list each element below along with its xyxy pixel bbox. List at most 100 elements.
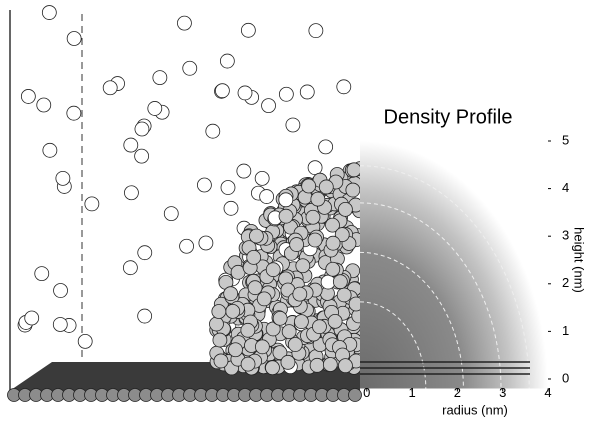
vapor-molecule <box>123 137 139 153</box>
vapor-molecule <box>36 97 52 113</box>
droplet-molecule <box>332 274 348 290</box>
y-tick-label: 0 <box>562 370 569 385</box>
vapor-molecule <box>236 163 252 179</box>
vapor-molecule <box>77 333 93 349</box>
droplet-molecule <box>325 261 341 277</box>
droplet-molecule <box>338 201 353 217</box>
chart-title: Density Profile <box>384 106 513 128</box>
vapor-molecule <box>163 206 179 221</box>
droplet-molecule <box>295 258 311 274</box>
contour-line <box>359 165 530 389</box>
vapor-molecule <box>237 85 253 101</box>
vapor-molecule <box>20 89 36 104</box>
y-tick-label: 4 <box>562 180 569 195</box>
droplet-molecule <box>247 280 263 296</box>
vapor-molecule <box>214 83 230 99</box>
droplet-molecule <box>281 324 297 340</box>
vapor-molecule <box>177 15 192 31</box>
droplet-molecule <box>345 182 361 198</box>
droplet-molecule <box>322 357 338 372</box>
vapor-molecule <box>205 123 221 139</box>
x-tick-label: 3 <box>499 385 506 400</box>
simulation-snapshot <box>7 5 368 402</box>
vapor-molecule <box>42 142 58 158</box>
droplet-molecule <box>318 179 334 195</box>
droplet-molecule <box>338 358 353 374</box>
x-tick-label: 2 <box>454 385 461 400</box>
contour-line <box>359 251 464 389</box>
droplet-molecule <box>325 235 341 251</box>
vapor-molecule <box>147 101 163 116</box>
droplet-molecule <box>249 228 264 244</box>
droplet-molecule <box>346 162 362 178</box>
vapor-molecule <box>318 139 334 155</box>
droplet-molecule <box>310 191 326 207</box>
vapor-molecule <box>285 117 301 133</box>
droplet-molecule <box>272 345 288 361</box>
vapor-molecule <box>134 148 150 164</box>
droplet-molecule <box>246 249 262 265</box>
y-tick-label: 5 <box>562 132 569 147</box>
droplet-molecule <box>312 319 327 335</box>
droplet-molecule <box>289 237 305 252</box>
droplet-molecule <box>256 291 272 307</box>
y-tick-label: 3 <box>562 228 569 243</box>
vapor-molecule <box>66 105 82 121</box>
droplet-molecule <box>228 342 243 358</box>
x-tick-label: 0 <box>363 385 370 400</box>
droplet-molecule <box>278 208 294 224</box>
vapor-molecule <box>261 98 276 114</box>
vapor-molecule <box>66 31 82 46</box>
droplet-molecule <box>225 303 241 319</box>
x-tick-label: 4 <box>544 385 551 400</box>
vapor-molecule <box>134 121 150 137</box>
y-tick-label: 2 <box>562 275 569 290</box>
vapor-molecule <box>137 245 153 261</box>
vapor-molecule <box>278 86 294 102</box>
y-tick-label: 1 <box>562 323 569 338</box>
vapor-molecule <box>152 70 168 86</box>
x-tick-label: 1 <box>408 385 415 400</box>
droplet-molecule <box>325 217 340 233</box>
vapor-molecule <box>124 185 139 201</box>
droplet-molecule <box>336 287 352 303</box>
droplet-molecule <box>209 316 224 332</box>
vapor-molecule <box>137 308 153 324</box>
vapor-molecule <box>24 310 40 326</box>
droplet-molecule <box>309 357 325 373</box>
vapor-molecule <box>84 196 100 212</box>
vapor-molecule <box>307 160 323 176</box>
vapor-molecule <box>254 170 270 186</box>
droplet-molecule <box>294 314 309 330</box>
vapor-molecule <box>259 189 275 204</box>
droplet-molecule <box>280 354 296 370</box>
x-axis-label: radius (nm) <box>442 402 508 417</box>
vapor-molecule <box>55 170 71 186</box>
droplet-molecule <box>307 232 323 248</box>
droplet-molecule <box>240 356 256 372</box>
droplet-molecule <box>212 332 228 348</box>
vapor-molecule <box>182 60 198 76</box>
vapor-molecule <box>336 79 352 95</box>
vapor-molecule <box>240 22 256 38</box>
y-axis-label: height (nm) <box>572 227 587 293</box>
droplet-molecule <box>272 310 288 326</box>
droplet-molecule <box>334 227 350 243</box>
droplet-molecule <box>278 192 294 208</box>
droplet-molecule <box>240 322 256 338</box>
vapor-molecule <box>102 80 118 96</box>
droplet-molecule <box>301 178 317 194</box>
contour-line <box>359 202 502 389</box>
density-field <box>360 141 548 389</box>
vapor-molecule <box>53 283 68 298</box>
droplet-molecule <box>213 353 229 369</box>
vapor-molecule <box>34 266 50 282</box>
droplet-molecule <box>223 286 239 302</box>
vapor-molecule <box>198 235 214 251</box>
vapor-molecule <box>299 84 315 100</box>
vapor-molecule <box>52 317 68 332</box>
droplet-molecule <box>287 337 303 352</box>
droplet-molecule <box>265 360 280 376</box>
droplet-molecule <box>254 339 270 355</box>
